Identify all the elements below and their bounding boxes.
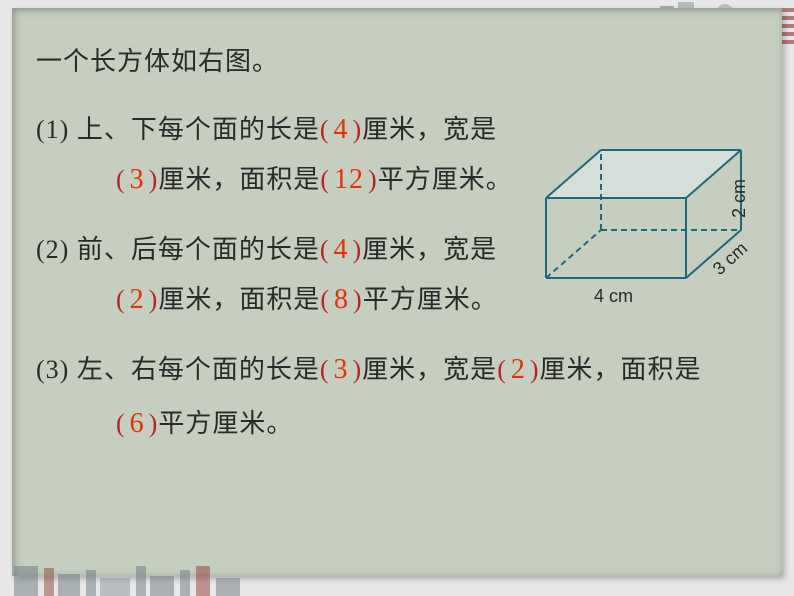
problem-title: 一个长方体如右图。: [36, 42, 758, 81]
paren-open: (: [320, 235, 330, 264]
q1-suffix: 平方厘米。: [378, 165, 513, 194]
paren-close: ): [530, 355, 540, 384]
q3-suffix: 平方厘米。: [158, 409, 293, 438]
decorative-footer: [0, 564, 400, 596]
cuboid-svg: 4 cm 3 cm 2 cm: [536, 118, 766, 328]
paren-open: (: [320, 285, 330, 314]
paren-open: (: [116, 165, 126, 194]
paren-close: ): [353, 235, 363, 264]
q1-mid1: 厘米，宽是: [362, 115, 497, 144]
q2-suffix: 平方厘米。: [363, 285, 498, 314]
q2-mid1: 厘米，宽是: [362, 235, 497, 264]
q1-area-answer: 12: [330, 164, 368, 195]
question-3: (3) 左、右每个面的长是(3)厘米，宽是(2)厘米，面积是 (6)平方厘米。: [36, 349, 758, 445]
paren-open: (: [320, 355, 330, 384]
paren-open: (: [116, 285, 126, 314]
paren-open: (: [116, 409, 126, 438]
paren-close: ): [149, 165, 159, 194]
paren-open: (: [320, 165, 330, 194]
q2-area-answer: 8: [330, 284, 353, 315]
q3-mid2: 厘米，面积是: [540, 355, 702, 384]
q3-mid1: 厘米，宽是: [362, 355, 497, 384]
q1-length-answer: 4: [330, 114, 353, 145]
paren-close: ): [353, 115, 363, 144]
svg-text:3 cm: 3 cm: [709, 238, 751, 279]
q2-prefix: (2) 前、后每个面的长是: [36, 235, 320, 264]
q1-width-answer: 3: [126, 164, 149, 195]
question-1: (1) 上、下每个面的长是(4)厘米，宽是 (3)厘米，面积是(12)平方厘米。: [36, 109, 576, 201]
q1-prefix: (1) 上、下每个面的长是: [36, 115, 320, 144]
paren-close: ): [353, 355, 363, 384]
q3-length-answer: 3: [330, 354, 353, 385]
q3-prefix: (3) 左、右每个面的长是: [36, 355, 320, 384]
paren-close: ): [368, 165, 378, 194]
paren-close: ): [149, 409, 159, 438]
worksheet-page: 一个长方体如右图。 (1) 上、下每个面的长是(4)厘米，宽是 (3)厘米，面积…: [12, 8, 782, 576]
svg-text:4 cm: 4 cm: [594, 286, 633, 306]
q3-width-answer: 2: [507, 354, 530, 385]
q2-length-answer: 4: [330, 234, 353, 265]
q2-mid2: 厘米，面积是: [158, 285, 320, 314]
paren-open: (: [320, 115, 330, 144]
cuboid-diagram: 4 cm 3 cm 2 cm: [536, 118, 766, 328]
q3-area-answer: 6: [126, 408, 149, 439]
question-2: (2) 前、后每个面的长是(4)厘米，宽是 (2)厘米，面积是(8)平方厘米。: [36, 229, 576, 321]
paren-close: ): [149, 285, 159, 314]
q2-width-answer: 2: [126, 284, 149, 315]
svg-text:2 cm: 2 cm: [729, 179, 749, 218]
paren-close: ): [353, 285, 363, 314]
paren-open: (: [497, 355, 507, 384]
q1-mid2: 厘米，面积是: [158, 165, 320, 194]
